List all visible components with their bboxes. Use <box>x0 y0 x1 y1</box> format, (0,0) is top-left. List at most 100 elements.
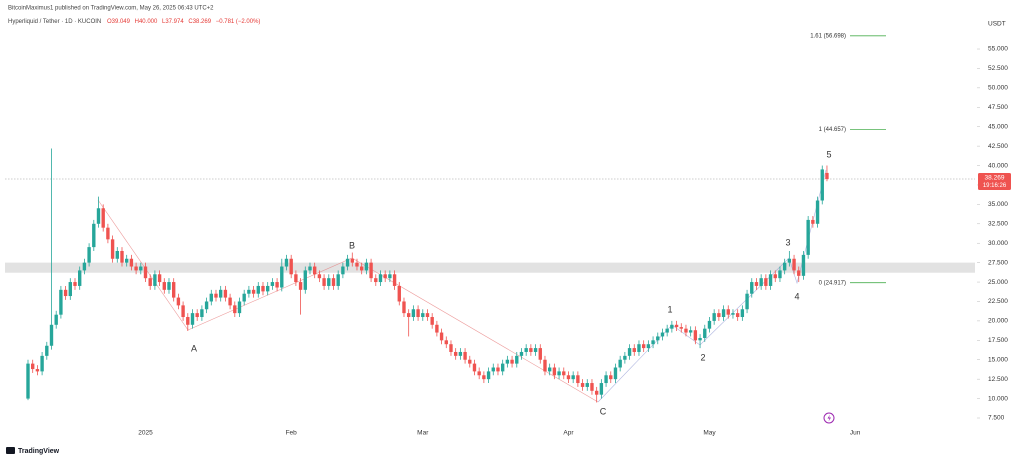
logo-text: TradingView <box>18 448 60 455</box>
y-tick-label: 20.000 <box>988 318 1008 325</box>
candle-body <box>430 317 434 325</box>
candle-body <box>693 330 698 341</box>
candle-body <box>703 328 707 338</box>
candle-body <box>209 293 213 302</box>
x-tick-label: Jun <box>850 430 861 437</box>
candle-body <box>153 274 157 286</box>
candle-body <box>585 383 589 387</box>
y-tick-label: 32.500 <box>988 221 1008 228</box>
candle-body <box>87 247 91 263</box>
candle-body <box>186 317 190 325</box>
candle-body <box>402 301 406 314</box>
candle-body <box>735 313 740 318</box>
candle-body <box>463 351 467 360</box>
candle-body <box>745 293 749 310</box>
wave-label: A <box>191 343 197 353</box>
candle-body <box>327 278 331 286</box>
candle-body <box>444 340 448 345</box>
close: C38.269 <box>188 19 211 25</box>
candle-body <box>31 363 35 370</box>
wave-label: 2 <box>700 352 705 362</box>
y-tick-label: 27.500 <box>988 259 1008 266</box>
candle-body <box>59 289 63 315</box>
fib-label: 1.61 (56.698) <box>810 33 846 39</box>
price-tag <box>978 172 1011 190</box>
candle-body <box>674 324 679 328</box>
candle-body <box>233 305 237 314</box>
y-tick-label: 30.000 <box>988 240 1008 247</box>
candle-body <box>172 282 176 298</box>
candle-body <box>580 383 585 387</box>
candle-body <box>359 266 364 271</box>
candle-body <box>486 371 491 380</box>
price-tag-countdown: 19:16:26 <box>983 183 1007 189</box>
y-tick-label: 17.500 <box>988 337 1008 344</box>
alert-circle <box>823 412 835 424</box>
candle-body <box>275 282 279 288</box>
y-tick-label: 47.500 <box>988 104 1008 111</box>
candle-body <box>641 344 646 349</box>
candle-body <box>670 324 674 329</box>
candle-body <box>806 219 810 255</box>
candle-body <box>562 371 566 376</box>
candle-body <box>759 278 763 286</box>
candle-body <box>176 297 181 306</box>
candle-body <box>355 262 359 267</box>
candle-body <box>336 274 340 286</box>
candle-body <box>750 282 754 294</box>
candle-body <box>421 313 425 318</box>
candle-body <box>609 375 613 380</box>
y-tick-label: 22.500 <box>988 298 1008 305</box>
candle-body <box>397 285 401 302</box>
candle-body <box>764 278 768 286</box>
candle-body <box>623 355 627 360</box>
candle-body <box>792 258 796 271</box>
candle-body <box>78 270 82 286</box>
candle-body <box>26 363 30 399</box>
open: O39.049 <box>107 19 131 25</box>
candle-body <box>453 351 458 356</box>
candle-body <box>322 278 326 286</box>
candle-body <box>49 324 54 346</box>
candle-body <box>167 282 171 290</box>
candle-body <box>157 274 162 283</box>
candle-body <box>73 282 77 286</box>
candle-body <box>773 274 777 279</box>
candle-body <box>134 266 138 271</box>
candle-body <box>350 258 354 263</box>
y-tick-label: 12.500 <box>988 376 1008 383</box>
candle-body <box>125 258 129 263</box>
candle-body <box>364 262 369 271</box>
candle-body <box>524 348 528 352</box>
candle-body <box>312 266 317 275</box>
candle-body <box>331 278 336 286</box>
candle-body <box>618 359 622 368</box>
price-tag-label: 38.269 <box>985 175 1005 182</box>
wave-label: B <box>349 240 355 250</box>
candle-body <box>510 359 514 364</box>
candle-body <box>665 328 669 333</box>
candle-body <box>731 313 735 315</box>
candle-body <box>251 289 256 294</box>
candle-body <box>96 208 101 224</box>
change: −0.781 (−2.00%) <box>216 19 261 25</box>
candle-body <box>190 313 195 325</box>
candle-body <box>435 324 439 333</box>
candle-body <box>472 363 477 372</box>
candle-body <box>101 208 105 228</box>
candle-body <box>369 262 373 279</box>
candle-body <box>416 309 420 318</box>
candle-body <box>439 332 444 341</box>
candle-body <box>815 200 820 224</box>
candle-body <box>54 314 58 325</box>
candle-body <box>303 270 307 290</box>
candle-body <box>195 313 199 318</box>
candle-body <box>308 266 312 271</box>
y-tick-label: 45.000 <box>988 123 1008 130</box>
candle-body <box>646 344 651 349</box>
logo: TradingView <box>6 447 60 455</box>
candle-body <box>698 337 702 341</box>
candle-body <box>143 266 148 279</box>
candle-body <box>341 266 345 275</box>
candle-body <box>820 169 824 201</box>
